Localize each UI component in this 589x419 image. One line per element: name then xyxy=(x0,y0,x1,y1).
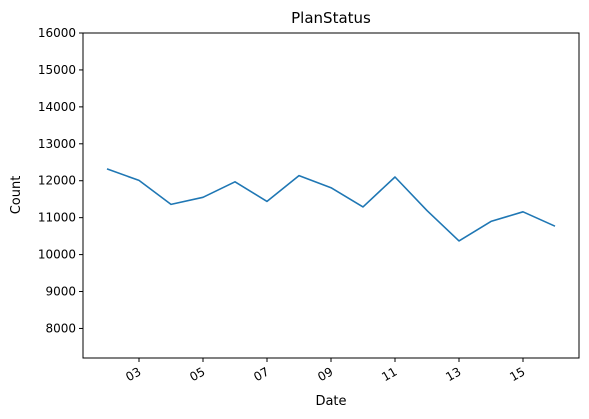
y-tick-label: 12000 xyxy=(38,174,76,188)
y-axis-label: Count xyxy=(9,176,24,215)
x-axis-ticks: 03 05 07 09 11 13 15 xyxy=(123,358,528,384)
y-tick-label: 13000 xyxy=(38,137,76,151)
plot-frame xyxy=(82,32,580,359)
x-axis-label: Date xyxy=(315,394,346,409)
x-tick-label: 03 xyxy=(123,364,143,384)
y-tick-label: 10000 xyxy=(38,248,76,262)
x-tick-label: 13 xyxy=(443,364,463,384)
series-layer xyxy=(106,168,556,242)
y-tick-label: 16000 xyxy=(38,26,76,40)
y-tick-label: 9000 xyxy=(45,285,76,299)
x-tick-label: 05 xyxy=(187,364,207,384)
x-tick-label: 09 xyxy=(315,364,335,384)
y-tick-label: 14000 xyxy=(38,100,76,114)
y-axis-ticks: 8000 9000 10000 11000 12000 13000 14000 15000 16… xyxy=(38,26,83,335)
x-tick-label: 11 xyxy=(379,364,399,384)
x-tick-label: 15 xyxy=(507,364,527,384)
y-tick-label: 15000 xyxy=(38,63,76,77)
series-line xyxy=(106,168,556,242)
y-tick-label: 11000 xyxy=(38,211,76,225)
chart-title: PlanStatus xyxy=(291,9,371,27)
y-tick-label: 8000 xyxy=(45,321,76,335)
x-tick-label: 07 xyxy=(251,364,271,384)
